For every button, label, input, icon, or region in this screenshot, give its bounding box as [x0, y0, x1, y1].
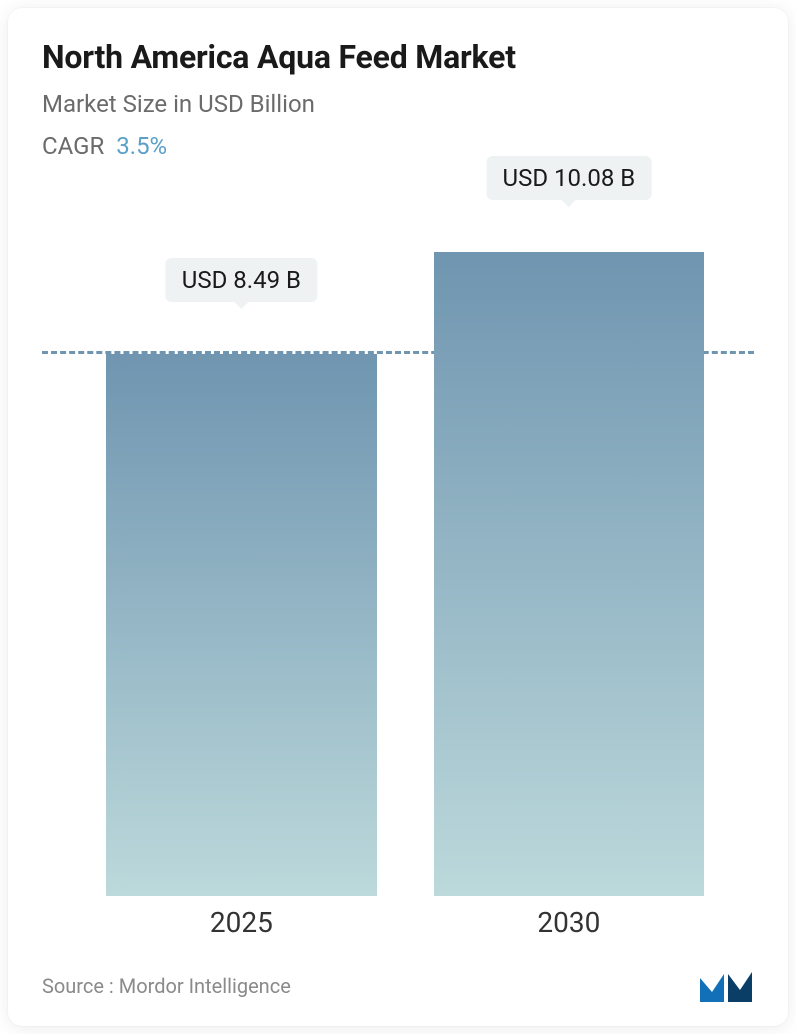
chart-subtitle: Market Size in USD Billion — [42, 90, 754, 118]
bar-fill — [106, 354, 377, 896]
bar-2025 — [106, 354, 377, 896]
source-text: Source : Mordor Intelligence — [42, 974, 291, 998]
plot-area: USD 8.49 B USD 10.08 B — [42, 252, 754, 896]
x-axis-labels: 2025 2030 — [42, 906, 754, 946]
cagr-value: 3.5% — [116, 132, 167, 160]
mordor-logo-icon — [698, 968, 754, 1004]
value-label-2025: USD 8.49 B — [166, 258, 317, 302]
x-label-2025: 2025 — [210, 906, 273, 939]
chart-title: North America Aqua Feed Market — [42, 38, 754, 76]
bar-chart: USD 8.49 B USD 10.08 B 2025 2030 — [42, 212, 754, 956]
x-label-2030: 2030 — [537, 906, 600, 939]
value-label-2030: USD 10.08 B — [487, 156, 652, 200]
bar-2030 — [434, 252, 705, 896]
chart-card: North America Aqua Feed Market Market Si… — [8, 8, 788, 1026]
bar-fill — [434, 252, 705, 896]
footer: Source : Mordor Intelligence — [42, 968, 754, 1004]
cagr-label: CAGR — [42, 132, 104, 160]
